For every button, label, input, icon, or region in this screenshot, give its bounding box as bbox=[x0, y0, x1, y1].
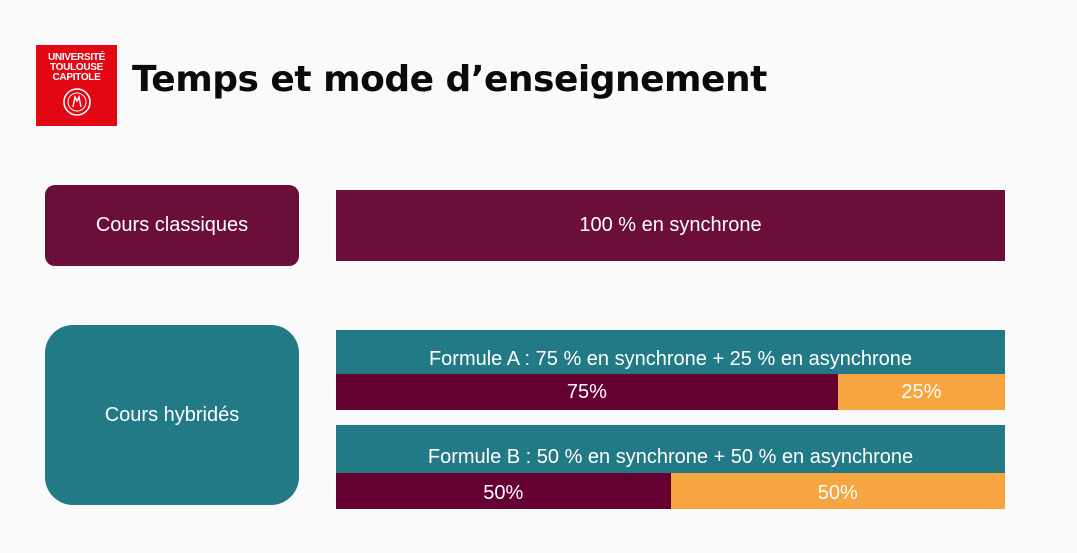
formula-a-asynchrone-segment: 25% bbox=[837, 374, 1005, 410]
logo-line-3: CAPITOLE bbox=[52, 72, 101, 83]
formula-b-title: Formule B : 50 % en synchrone + 50 % en … bbox=[336, 425, 1005, 473]
bar-synchrone-full: 100 % en synchrone bbox=[336, 190, 1005, 261]
label-cours-classiques: Cours classiques bbox=[45, 185, 299, 266]
university-seal-icon bbox=[62, 88, 91, 116]
formula-b-split-bar: 50% 50% bbox=[336, 473, 1005, 509]
formula-a: Formule A : 75 % en synchrone + 25 % en … bbox=[336, 330, 1005, 410]
formula-b-asynchrone-segment: 50% bbox=[670, 473, 1005, 509]
formula-a-split-bar: 75% 25% bbox=[336, 374, 1005, 410]
university-logo: UNIVERSITÉ TOULOUSE CAPITOLE bbox=[36, 45, 117, 126]
formula-a-synchrone-segment: 75% bbox=[336, 374, 838, 410]
page-title: Temps et mode d’enseignement bbox=[132, 59, 767, 100]
formula-b-synchrone-segment: 50% bbox=[336, 473, 671, 509]
formula-b: Formule B : 50 % en synchrone + 50 % en … bbox=[336, 425, 1005, 509]
formula-a-title: Formule A : 75 % en synchrone + 25 % en … bbox=[336, 330, 1005, 374]
logo-line-1: UNIVERSITÉ bbox=[47, 52, 105, 63]
logo-line-2: TOULOUSE bbox=[50, 62, 103, 73]
label-cours-hybrides: Cours hybridés bbox=[45, 325, 299, 505]
